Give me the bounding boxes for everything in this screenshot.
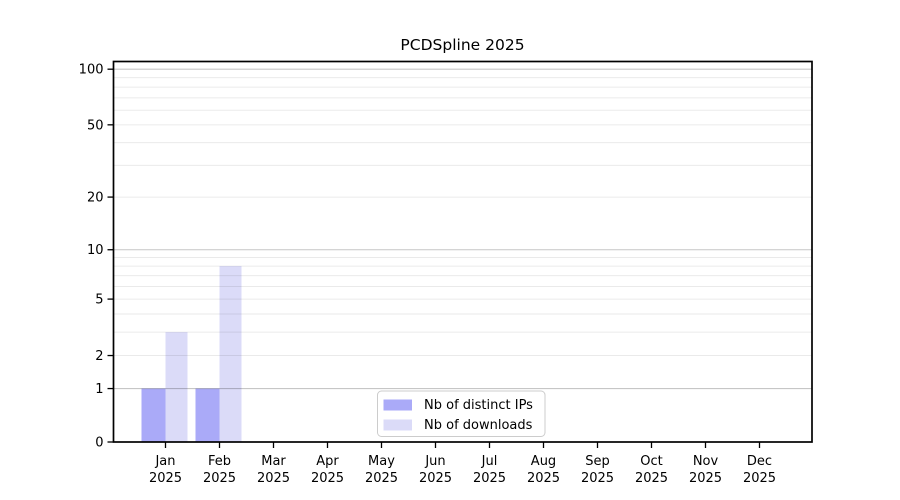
x-tick-label-month-Oct: Oct	[640, 454, 662, 469]
x-tick-label-year-Dec: 2025	[743, 471, 776, 486]
x-tick-label-year-Mar: 2025	[257, 471, 290, 486]
x-tick-label-year-Aug: 2025	[527, 471, 560, 486]
legend-label-downloads: Nb of downloads	[424, 418, 533, 433]
plot-border	[112, 60, 813, 443]
bar-downloads-Jan	[165, 332, 188, 442]
bar-downloads-Feb	[219, 266, 242, 442]
x-tick-label-year-Jun: 2025	[419, 471, 452, 486]
legend-label-distinct-ips: Nb of distinct IPs	[424, 398, 533, 413]
x-tick-label-month-Dec: Dec	[747, 454, 772, 469]
x-tick-label-month-Jun: Jun	[424, 454, 445, 469]
bar-distinct-ips-Jan	[141, 388, 166, 442]
x-tick-label-year-May: 2025	[365, 471, 398, 486]
x-tick-label-year-Sep: 2025	[581, 471, 614, 486]
x-tick-label-month-Apr: Apr	[316, 454, 339, 469]
x-tick-label-year-Jul: 2025	[473, 471, 506, 486]
y-tick-label-2: 2	[95, 349, 103, 364]
x-tick-label-year-Nov: 2025	[689, 471, 722, 486]
x-tick-label-month-Jan: Jan	[154, 454, 175, 469]
x-tick-label-year-Feb: 2025	[203, 471, 236, 486]
x-tick-label-year-Apr: 2025	[311, 471, 344, 486]
chart-title: PCDSpline 2025	[400, 36, 525, 54]
bar-distinct-ips-Feb	[195, 388, 220, 442]
y-tick-label-0: 0	[95, 436, 103, 451]
y-tick-label-20: 20	[87, 191, 104, 206]
x-tick-label-month-Aug: Aug	[531, 454, 556, 469]
y-tick-label-100: 100	[79, 63, 104, 78]
y-tick-label-10: 10	[87, 243, 104, 258]
x-tick-label-month-May: May	[368, 454, 395, 469]
x-tick-label-month-Jul: Jul	[481, 454, 498, 469]
y-tick-label-1: 1	[95, 382, 103, 397]
legend-swatch-downloads	[383, 419, 412, 431]
x-tick-label-year-Jan: 2025	[149, 471, 182, 486]
y-tick-label-50: 50	[87, 118, 104, 133]
y-tick-label-5: 5	[95, 293, 103, 308]
x-tick-label-year-Oct: 2025	[635, 471, 668, 486]
x-tick-label-month-Feb: Feb	[208, 454, 231, 469]
legend-swatch-distinct-ips	[383, 399, 412, 411]
x-tick-label-month-Sep: Sep	[585, 454, 610, 469]
x-tick-label-month-Nov: Nov	[693, 454, 719, 469]
x-tick-label-month-Mar: Mar	[261, 454, 286, 469]
legend-box	[377, 390, 546, 437]
